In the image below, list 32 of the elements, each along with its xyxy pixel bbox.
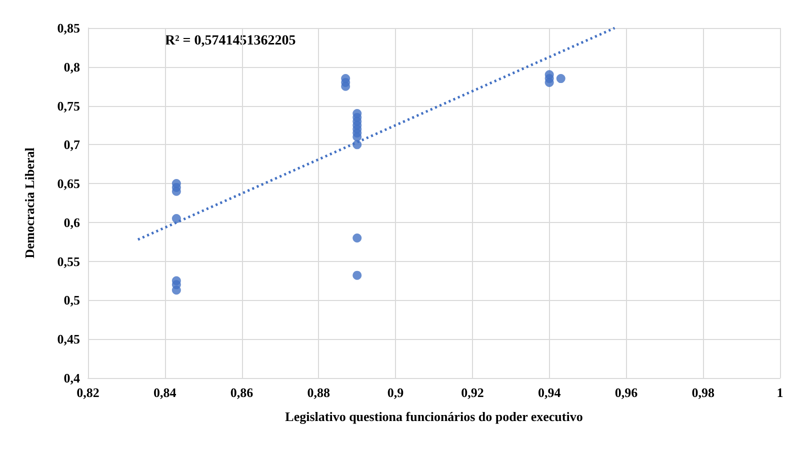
point [172,214,181,224]
x-axis-title: Legislativo questiona funcionários do poder executivo [285,409,583,424]
y-axis-title: Democracia Liberal [22,147,37,258]
x-tick-label: 1 [776,385,784,400]
y-tick-label: 0,6 [64,214,80,230]
point [544,78,554,87]
point [172,286,181,295]
x-tick-label: 0,92 [461,385,484,400]
x-tick-label: 0,84 [154,385,177,400]
x-tick-label: 0,98 [692,385,715,400]
point [556,74,566,84]
x-tick-label: 0,96 [614,385,638,400]
y-tick-label: 0,75 [57,98,80,114]
y-tick-label: 0,85 [57,20,80,36]
point [341,82,350,91]
y-tick-label: 0,45 [57,332,80,347]
y-tick-label: 0,7 [64,137,80,152]
y-tick-label: 0,8 [64,59,80,74]
x-tick-label: 0,9 [387,385,404,400]
annotation: R² = 0,5741451362205 [165,34,296,48]
y-tick-label: 0,65 [57,176,80,192]
point [352,132,362,142]
y-tick-label: 0,4 [64,370,80,386]
point [352,234,362,242]
point [352,270,362,280]
x-tick-label: 0,88 [307,385,331,400]
point [172,186,181,196]
y-tick-label: 0,5 [64,292,80,308]
y-tick-label: 0,55 [57,254,80,269]
x-tick-label: 0,86 [230,385,254,400]
x-tick-label: 0,82 [76,385,100,400]
x-tick-label: 0,94 [538,385,562,400]
